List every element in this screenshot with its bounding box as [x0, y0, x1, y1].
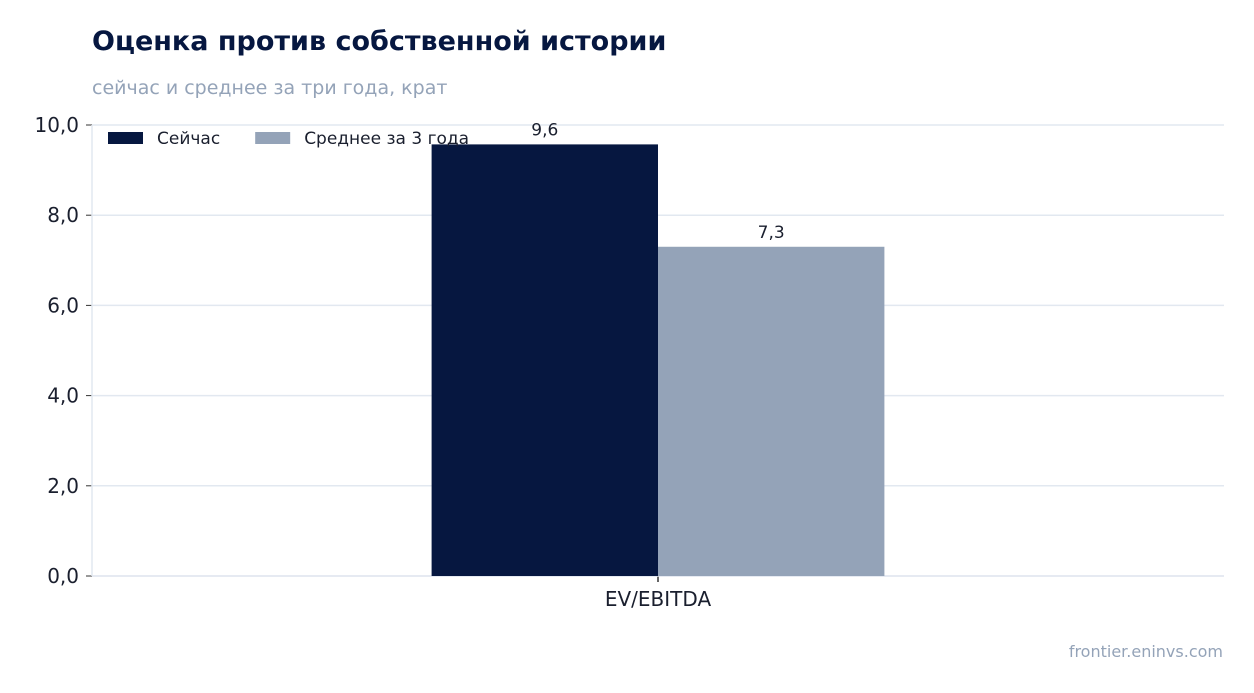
y-tick-label: 2,0 [47, 474, 79, 498]
data-labels: 9,6 7,3 [531, 120, 784, 242]
bar [658, 246, 885, 576]
bars [431, 144, 885, 576]
data-label: 7,3 [758, 223, 785, 243]
x-tick-label: EV/EBITDA [605, 587, 712, 611]
chart-subtitle: сейчас и среднее за три года, крат [92, 77, 448, 99]
y-tick-label: 10,0 [34, 113, 79, 137]
legend-label: Сейчас [157, 129, 220, 149]
y-tick-label: 8,0 [47, 203, 79, 227]
data-label: 9,6 [531, 120, 558, 140]
bar [431, 144, 658, 576]
legend-swatch [255, 132, 291, 144]
source-credit: frontier.eninvs.com [1068, 642, 1223, 661]
y-tick-label: 0,0 [47, 564, 79, 588]
axes: 0,0 2,0 4,0 6,0 8,0 10,0 EV/EBITDA [34, 113, 1224, 611]
legend-label: Среднее за 3 года [304, 129, 469, 149]
legend: Сейчас Среднее за 3 года [108, 129, 469, 149]
chart-title: Оценка против собственной истории [92, 26, 667, 57]
y-tick-label: 6,0 [47, 293, 79, 317]
y-tick-label: 4,0 [47, 384, 79, 408]
legend-swatch [108, 132, 143, 144]
